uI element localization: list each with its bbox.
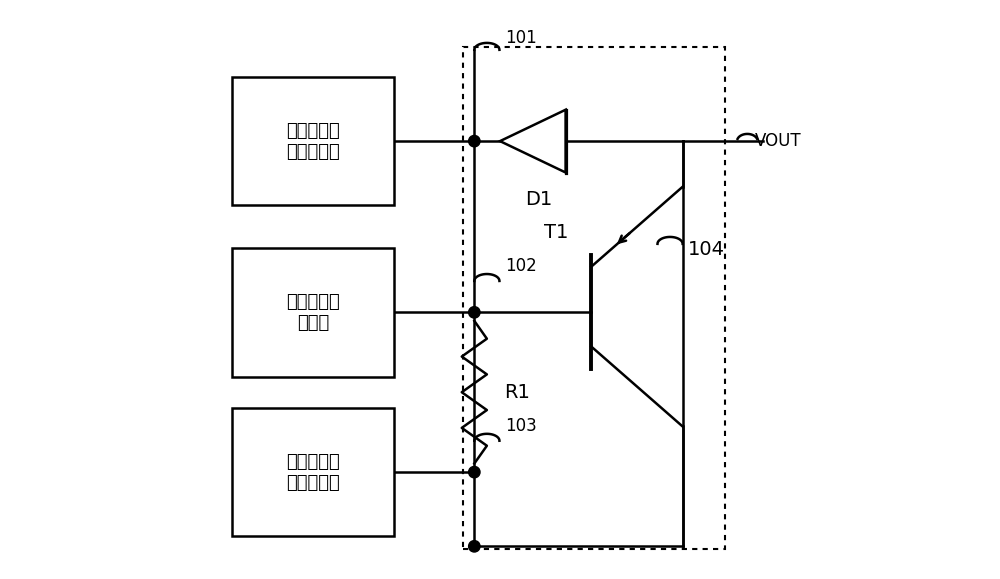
Circle shape bbox=[469, 467, 480, 478]
Text: 第二驅動電
壓輸出單元: 第二驅動電 壓輸出單元 bbox=[286, 453, 340, 492]
Text: 104: 104 bbox=[688, 240, 725, 259]
Bar bbox=[232, 408, 394, 536]
Text: 103: 103 bbox=[505, 417, 537, 435]
Text: 101: 101 bbox=[505, 29, 537, 47]
Text: VOUT: VOUT bbox=[755, 132, 802, 150]
Circle shape bbox=[469, 541, 480, 552]
Circle shape bbox=[469, 135, 480, 147]
Text: T1: T1 bbox=[544, 223, 568, 242]
Polygon shape bbox=[500, 110, 566, 173]
Text: 102: 102 bbox=[505, 257, 537, 275]
Text: R1: R1 bbox=[504, 383, 530, 402]
Circle shape bbox=[469, 307, 480, 318]
Bar bbox=[232, 248, 394, 376]
Text: 參考電壓輸
出單元: 參考電壓輸 出單元 bbox=[286, 293, 340, 332]
Bar bbox=[463, 47, 725, 549]
Bar bbox=[232, 77, 394, 206]
Text: D1: D1 bbox=[525, 190, 552, 208]
Text: 第一驅動電
壓輸出單元: 第一驅動電 壓輸出單元 bbox=[286, 122, 340, 160]
